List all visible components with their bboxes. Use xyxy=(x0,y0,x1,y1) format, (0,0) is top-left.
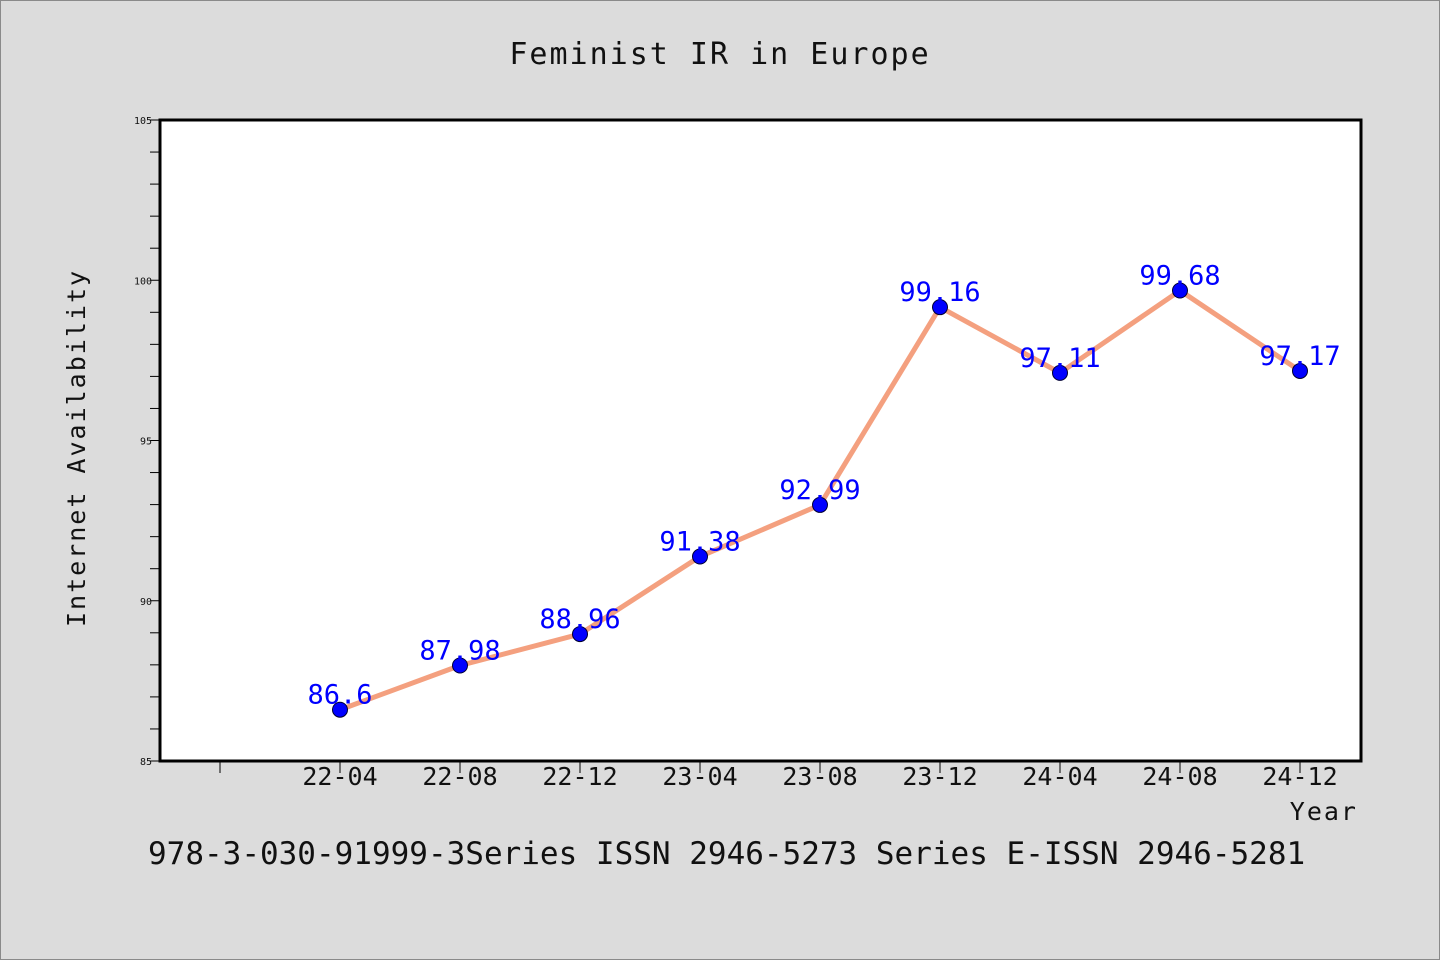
x-tick-label: 24-08 xyxy=(1142,762,1217,791)
data-point xyxy=(332,701,348,718)
plot-area xyxy=(158,118,1363,763)
data-label: 97.11 xyxy=(1019,343,1100,374)
x-tick-label: 22-04 xyxy=(302,762,377,791)
data-labels: 86.6 87.98 88.96 91.38 92.99 99.16 97.11 99.68 9… xyxy=(307,261,1340,711)
data-label: 97.17 xyxy=(1259,341,1340,372)
data-point xyxy=(1052,364,1068,381)
data-label: 87.98 xyxy=(419,635,500,666)
x-tick-label: 22-08 xyxy=(422,762,497,791)
data-label: 92.99 xyxy=(779,475,860,506)
x-tick-label: 23-04 xyxy=(662,762,737,791)
series-markers xyxy=(332,282,1308,718)
x-axis: 22-04 22-08 22-12 23-04 23-08 23-12 24-04 24-08… xyxy=(219,761,1338,791)
x-tick-label: 23-12 xyxy=(902,762,977,791)
x-axis-label: Year xyxy=(1290,797,1358,826)
y-tick-label: 95 xyxy=(140,437,152,448)
data-point xyxy=(1172,282,1188,299)
data-point xyxy=(812,496,828,513)
footer-isbn-issn: 978-3-030-91999-3Series ISSN 2946-5273 S… xyxy=(148,836,1305,872)
data-point xyxy=(932,299,948,316)
data-label: 99.68 xyxy=(1139,261,1220,292)
y-axis: 85 90 95 100 105 xyxy=(134,116,160,768)
x-tick-label: 23-08 xyxy=(782,762,857,791)
data-label: 86.6 xyxy=(307,680,372,711)
data-label: 91.38 xyxy=(659,527,740,558)
y-tick-label: 100 xyxy=(134,276,152,287)
x-tick-label: 22-12 xyxy=(542,762,617,791)
data-point xyxy=(452,657,468,674)
data-point xyxy=(692,548,708,565)
data-label: 99.16 xyxy=(899,277,980,308)
data-point xyxy=(1292,362,1308,379)
x-tick-label: 24-12 xyxy=(1262,762,1337,791)
x-tick-label: 24-04 xyxy=(1022,762,1097,791)
y-tick-label: 85 xyxy=(140,757,152,768)
y-tick-label: 90 xyxy=(140,597,152,608)
data-point xyxy=(572,626,588,643)
y-tick-label: 105 xyxy=(134,116,152,127)
chart-title: Feminist IR in Europe xyxy=(509,37,930,72)
y-axis-label: Internet Availability xyxy=(62,269,91,627)
data-label: 88.96 xyxy=(539,604,620,635)
